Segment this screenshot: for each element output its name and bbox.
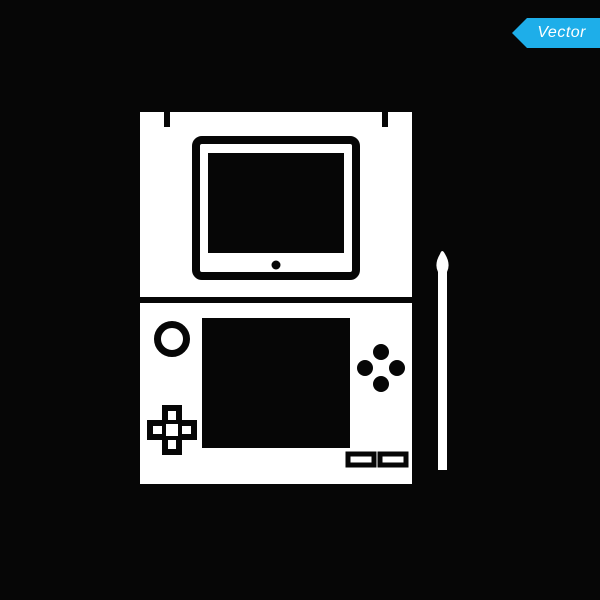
stylus-icon bbox=[436, 251, 448, 470]
bottom-screen bbox=[202, 318, 350, 448]
hinge-line bbox=[140, 297, 412, 303]
hinge-left-gap bbox=[164, 112, 170, 127]
hinge-right-gap bbox=[382, 112, 388, 127]
vector-ribbon: Vector bbox=[512, 18, 600, 48]
ribbon-label: Vector bbox=[527, 18, 600, 48]
top-screen bbox=[208, 153, 344, 253]
canvas: Vector bbox=[0, 0, 600, 600]
camera-dot bbox=[272, 261, 281, 270]
dpad-center bbox=[166, 424, 178, 436]
ribbon-tail bbox=[512, 18, 527, 48]
handheld-console-icon bbox=[140, 112, 460, 487]
